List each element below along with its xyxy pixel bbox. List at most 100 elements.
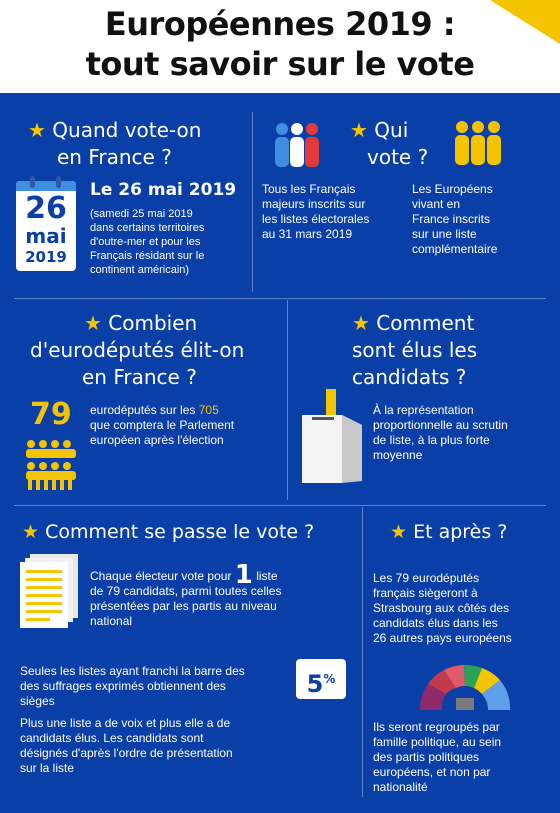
vote-date: Le 26 mai 2019 [90,180,237,200]
qui-european-voters: Les Européens vivant en France inscrits … [412,182,497,257]
calendar-year: 2019 [25,248,67,266]
star-icon: ★ [22,521,40,543]
text-line: Français résidant sur le [90,250,205,262]
corner-flag-decoration [490,0,560,44]
star-icon: ★ [28,118,46,142]
text-line: moyenne [373,448,423,462]
total-seats: 705 [198,403,219,417]
percent-sign: % [323,672,336,686]
text-line: désignés d'après l'ordre de présentation [20,746,233,760]
text-line: Seules les listes ayant franchi la barre… [20,664,245,678]
threshold-value: 5 [306,670,324,698]
text-line: dans certains territoires [90,222,205,234]
heading-line: Et après ? [413,521,508,543]
info-panel [0,93,560,813]
election-method-text: À la représentation proportionnelle au s… [373,403,508,463]
text-line: 26 autres pays européens [373,631,512,645]
text-line: À la représentation [373,403,474,417]
text-line: majeurs inscrits sur [262,197,366,211]
calendar-ring [56,176,61,188]
text-line: des suffrages exprimés obtiennent des [20,679,226,693]
text-line: au 31 mars 2019 [262,227,353,241]
text-segment: liste [252,569,278,583]
text-line: sur la liste [20,761,75,775]
text-line: eurodéputés sur les 705 [90,403,234,418]
heading-line: Combien [108,311,198,335]
title-line-2: tout savoir sur le vote [85,45,475,83]
people-icon [275,123,319,167]
calendar-ring [30,176,35,188]
text-line: nationalité [373,780,428,794]
divider [252,112,253,292]
documents-icon [20,554,78,628]
text-line: d'outre-mer et pour les [90,236,201,248]
vote-rule-1: Chaque électeur vote pour 1 liste de 79 … [90,562,282,629]
section-heading-quand-2: en France ? [57,145,172,169]
apres-text-2: Ils seront regroupés par famille politiq… [373,720,501,795]
section-heading-quand: ★ Quand vote-on [28,118,201,143]
section-heading-comment-elus-3: candidats ? [352,365,467,389]
text-line: Chaque électeur vote pour 1 liste [90,562,281,588]
text-line: que comptera le Parlement [90,418,235,432]
text-line: européens, et non par [373,765,491,779]
threshold-badge: 5% [296,659,346,699]
text-line: des partis politiques [373,750,480,764]
text-line: vivant en [412,197,461,211]
people-icon [26,440,76,490]
star-icon: ★ [84,311,102,335]
section-heading-qui: ★ Qui [350,118,408,143]
text-line: candidats élus. Les candidats sont [20,731,204,745]
heading-line: Qui [374,118,409,142]
list-count: 1 [234,560,253,590]
star-icon: ★ [350,118,368,142]
text-line: complémentaire [412,242,498,256]
seat-count: 79 [30,397,72,432]
text-line: candidats élus dans les [373,616,498,630]
text-line: sièges [20,694,55,708]
people-icon [455,121,501,165]
section-heading-comment-elus: ★ Comment [352,311,474,336]
hemicycle-icon [419,664,511,710]
seat-count-text: eurodéputés sur les 705 que comptera le … [90,403,234,448]
calendar-day: 26 [25,191,67,226]
vote-date-note: (samedi 25 mai 2019 dans certains territ… [90,207,204,277]
divider [14,505,546,506]
section-heading-qui-2: vote ? [367,145,429,169]
text-line: français siègeront à [373,586,478,600]
vote-rule-3: Plus une liste a de voix et plus elle a … [20,716,233,776]
text-line: sur une liste [412,227,477,241]
text-line: les listes électorales [262,212,370,226]
divider [287,300,288,500]
header: Européennes 2019 : tout savoir sur le vo… [0,0,560,93]
text-line: (samedi 25 mai 2019 [90,208,193,220]
ballot-box-icon [302,389,362,483]
text-line: européen après l'élection [90,433,224,447]
text-line: France inscrits [412,212,491,226]
text-line: présentées par les partis au niveau [90,599,277,613]
text-line: Plus une liste a de voix et plus elle a … [20,716,231,730]
page-title: Européennes 2019 : tout savoir sur le vo… [20,4,540,84]
text-line: proportionnelle au scrutin [373,418,508,432]
text-line: de liste, à la plus forte [373,433,490,447]
section-heading-apres: ★ Et après ? [390,520,507,545]
qui-french-voters: Tous les Français majeurs inscrits sur l… [262,182,369,242]
heading-line: Comment [376,311,475,335]
text-segment: eurodéputés sur les [90,403,199,417]
divider [362,507,363,797]
text-line: continent américain) [90,264,190,276]
section-heading-comment-vote: ★ Comment se passe le vote ? [22,520,314,545]
text-line: de 79 candidats, parmi toutes celles [90,584,282,598]
heading-line: Comment se passe le vote ? [45,521,315,543]
section-heading-combien-3: en France ? [82,365,197,389]
star-icon: ★ [352,311,370,335]
calendar-header [16,181,76,191]
text-line: Les 79 eurodéputés [373,571,480,585]
title-line-1: Européennes 2019 : [104,5,456,43]
heading-line: Quand vote-on [52,118,202,142]
text-segment: Chaque électeur vote pour [90,569,235,583]
section-heading-combien-2: d'eurodéputés élit-on [30,338,245,362]
divider [14,298,546,299]
section-heading-combien: ★ Combien [84,311,197,336]
vote-rule-2: Seules les listes ayant franchi la barre… [20,664,245,709]
text-line: national [90,614,133,628]
